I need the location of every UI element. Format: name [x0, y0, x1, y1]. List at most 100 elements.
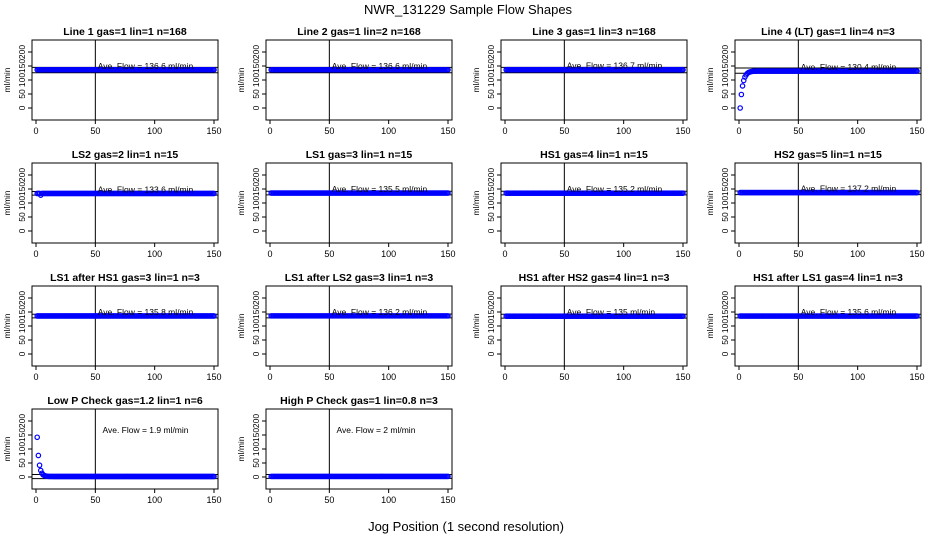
x-tick-label: 100	[381, 126, 396, 136]
y-tick-label: 100	[720, 319, 730, 333]
data-point	[738, 91, 745, 98]
panel-title: LS1 gas=3 lin=1 n=15	[306, 149, 413, 161]
y-tick-label: 100	[251, 442, 261, 456]
y-tick-label: 100	[720, 196, 730, 210]
data-point	[211, 190, 217, 197]
panel-title: High P Check gas=1 lin=0.8 n=3	[280, 395, 438, 407]
y-tick-label: 100	[486, 73, 496, 87]
y-tick-label: 100	[17, 442, 27, 456]
plot-frame	[734, 285, 922, 367]
y-axis-label: ml/min	[2, 67, 12, 92]
x-tick-label: 100	[850, 372, 865, 382]
y-tick-label: 150	[251, 305, 261, 319]
plot-frame	[734, 162, 922, 244]
avg-flow-annotation: Ave. Flow = 135.6 ml/min	[801, 307, 897, 317]
avg-flow-annotation: Ave. Flow = 135.5 ml/min	[332, 184, 428, 194]
x-tick-label: 0	[267, 372, 272, 382]
x-tick-label: 150	[675, 372, 690, 382]
y-axis-label: ml/min	[236, 190, 246, 215]
plot-frame	[500, 39, 688, 121]
x-tick-label: 150	[440, 495, 455, 505]
x-tick-label: 150	[909, 126, 924, 136]
y-tick-label: 150	[720, 59, 730, 73]
y-tick-label: 200	[251, 168, 261, 182]
x-tick-label: 50	[90, 372, 100, 382]
y-tick-label: 0	[720, 105, 730, 110]
y-tick-label: 150	[486, 182, 496, 196]
y-tick-label: 0	[17, 474, 27, 479]
x-tick-label: 50	[324, 495, 334, 505]
y-tick-label: 0	[251, 474, 261, 479]
x-tick-label: 150	[206, 495, 221, 505]
data-point	[37, 467, 44, 474]
data-point	[680, 313, 686, 320]
data-point	[737, 105, 743, 111]
y-tick-label: 100	[486, 319, 496, 333]
x-tick-label: 0	[267, 249, 272, 259]
avg-flow-annotation: Ave. Flow = 135.2 ml/min	[567, 184, 663, 194]
plot-frame	[265, 162, 453, 244]
panel-title: HS1 after HS2 gas=4 lin=1 n=3	[519, 272, 670, 284]
x-tick-label: 50	[793, 372, 803, 382]
plot-frame	[734, 39, 922, 121]
x-tick-label: 100	[850, 249, 865, 259]
panel-title: HS1 gas=4 lin=1 n=15	[540, 149, 648, 161]
x-tick-label: 100	[147, 126, 162, 136]
avg-flow-annotation: Ave. Flow = 136.2 ml/min	[332, 307, 428, 317]
x-tick-label: 150	[675, 126, 690, 136]
y-axis-label: ml/min	[2, 436, 12, 461]
plot-frame	[500, 285, 688, 367]
x-tick-label: 150	[909, 249, 924, 259]
data-point	[34, 434, 40, 441]
x-tick-label: 50	[324, 126, 334, 136]
x-tick-label: 100	[616, 249, 631, 259]
panel: LS1 after HS1 gas=3 lin=1 n=305010015020…	[2, 272, 222, 382]
avg-flow-annotation: Ave. Flow = 135 ml/min	[567, 307, 656, 317]
panel-title: Low P Check gas=1.2 lin=1 n=6	[47, 395, 202, 407]
data-point	[35, 452, 42, 459]
x-tick-label: 150	[206, 249, 221, 259]
plot-frame	[31, 39, 219, 121]
y-tick-label: 0	[17, 228, 27, 233]
x-tick-label: 100	[147, 372, 162, 382]
y-tick-label: 200	[720, 45, 730, 59]
avg-flow-annotation: Ave. Flow = 136.6 ml/min	[98, 61, 194, 71]
data-point	[680, 190, 686, 196]
y-tick-label: 0	[17, 105, 27, 110]
figure-xlabel: Jog Position (1 second resolution)	[368, 519, 564, 534]
y-tick-label: 50	[251, 212, 261, 222]
plot-frame	[31, 162, 219, 244]
y-tick-label: 50	[17, 458, 27, 468]
y-tick-label: 200	[486, 291, 496, 305]
y-tick-label: 100	[251, 196, 261, 210]
x-tick-label: 0	[502, 249, 507, 259]
x-tick-label: 50	[793, 126, 803, 136]
y-axis-label: ml/min	[471, 67, 481, 92]
panel-title: LS1 after LS2 gas=3 lin=1 n=3	[285, 272, 434, 284]
plot-frame	[265, 39, 453, 121]
y-tick-label: 50	[720, 212, 730, 222]
y-tick-label: 50	[486, 89, 496, 99]
panel: HS1 after HS2 gas=4 lin=1 n=305010015020…	[471, 272, 691, 382]
panel-title: LS1 after HS1 gas=3 lin=1 n=3	[50, 272, 200, 284]
y-tick-label: 150	[486, 59, 496, 73]
data-point	[211, 473, 217, 480]
y-tick-label: 200	[720, 168, 730, 182]
x-tick-label: 100	[616, 372, 631, 382]
panel-title: Line 1 gas=1 lin=1 n=168	[63, 26, 187, 38]
y-tick-label: 50	[720, 335, 730, 345]
data-point	[445, 313, 451, 319]
x-tick-label: 0	[502, 126, 507, 136]
y-axis-label: ml/min	[705, 190, 715, 215]
panel: Line 1 gas=1 lin=1 n=168050100150200ml/m…	[2, 26, 222, 136]
x-tick-label: 0	[736, 249, 741, 259]
y-tick-label: 200	[251, 414, 261, 428]
panel-title: Line 3 gas=1 lin=3 n=168	[532, 26, 656, 38]
figure-title: NWR_131229 Sample Flow Shapes	[364, 2, 573, 17]
panel-title: Line 2 gas=1 lin=2 n=168	[297, 26, 421, 38]
y-tick-label: 150	[251, 428, 261, 442]
x-tick-label: 50	[90, 126, 100, 136]
